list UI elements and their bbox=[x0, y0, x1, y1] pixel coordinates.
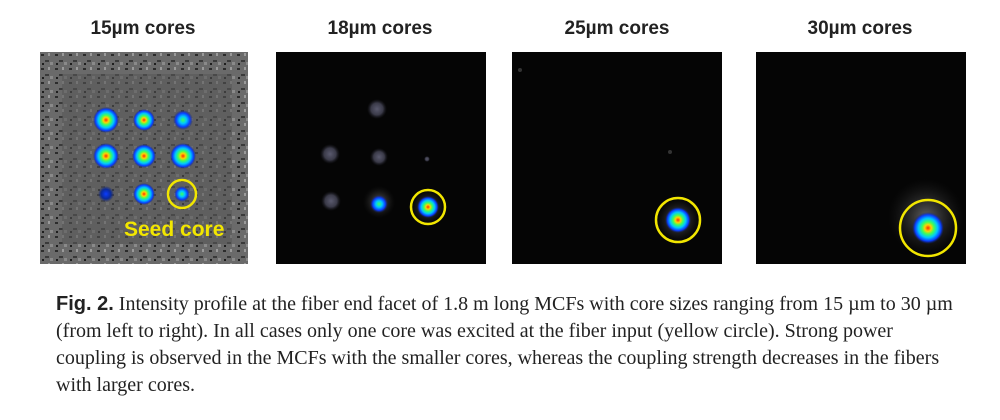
mode-image-25um bbox=[512, 52, 722, 264]
panel-title-18um: 18µm cores bbox=[327, 18, 433, 39]
mode-image-18um bbox=[276, 52, 486, 264]
mode-image-15um: Seed core bbox=[40, 52, 248, 264]
panel-title-25um: 25µm cores bbox=[564, 18, 670, 39]
figure-label: Fig. 2. bbox=[56, 293, 114, 315]
seed-core-marker bbox=[898, 198, 958, 258]
seed-core-marker bbox=[166, 178, 198, 210]
panel-title-30um: 30µm cores bbox=[807, 18, 913, 39]
caption-text: Intensity profile at the fiber end facet… bbox=[56, 293, 953, 396]
seed-core-label: Seed core bbox=[124, 218, 224, 241]
core-spots-15um bbox=[93, 107, 196, 205]
seed-core-marker bbox=[409, 188, 447, 226]
seed-core-marker bbox=[654, 196, 702, 244]
panel-title-15um: 15µm cores bbox=[90, 18, 196, 39]
figure-caption: Fig. 2. Intensity profile at the fiber e… bbox=[56, 291, 956, 399]
mode-image-30um bbox=[756, 52, 966, 264]
